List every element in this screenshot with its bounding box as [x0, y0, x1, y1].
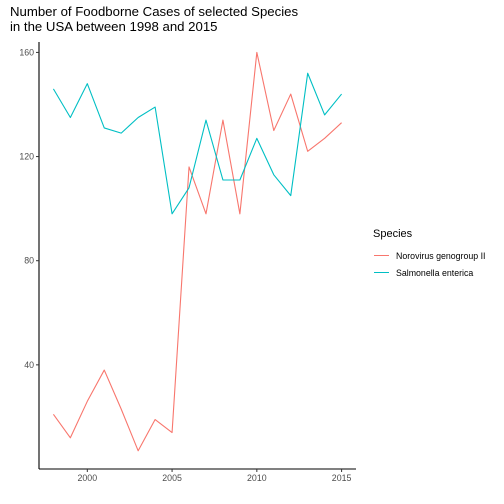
x-tick-label: 2005 [162, 473, 182, 483]
legend-title: Species [373, 228, 413, 240]
legend-label-salmonella: Salmonella enterica [396, 267, 474, 278]
y-tick-label: 40 [24, 360, 34, 370]
y-tick-label: 80 [24, 256, 34, 266]
plot-area: 40 80 120 160 2000 2005 2010 2015 [19, 42, 356, 483]
chart-title-line-1: Number of Foodborne Cases of selected Sp… [10, 4, 299, 19]
legend-key-salmonella [373, 264, 390, 281]
legend-item-norovirus: Norovirus genogroup II [373, 247, 486, 264]
legend-key-norovirus [373, 247, 390, 264]
legend-label-norovirus: Norovirus genogroup II [396, 250, 486, 261]
x-tick-label: 2015 [332, 473, 352, 483]
chart-title-line-2: in the USA between 1998 and 2015 [10, 19, 218, 34]
legend-item-salmonella: Salmonella enterica [373, 264, 473, 281]
y-tick-label: 160 [19, 47, 34, 57]
x-tick-label: 2010 [247, 473, 267, 483]
series-line-salmonella-enterica [52, 72, 343, 215]
series-line-norovirus-genogroup-ii [52, 51, 342, 452]
y-tick-label: 120 [19, 152, 34, 162]
x-tick-label: 2000 [78, 473, 98, 483]
